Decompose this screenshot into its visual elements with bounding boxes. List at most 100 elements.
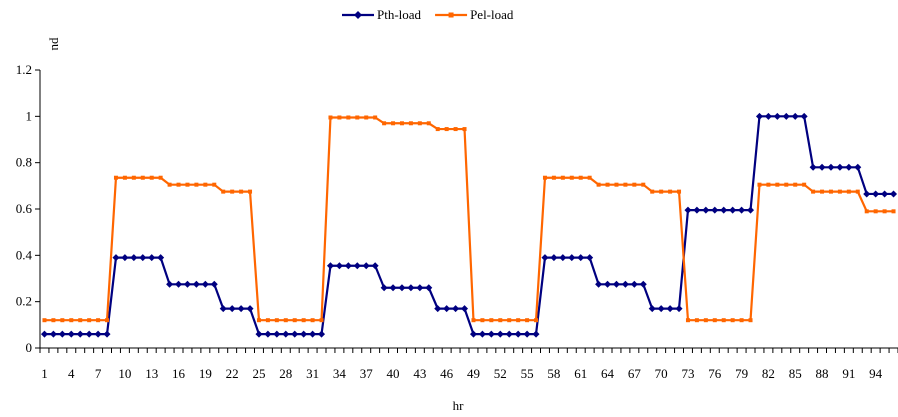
legend-marker: [354, 11, 362, 19]
data-point: [282, 330, 290, 338]
series-pth-load: [40, 112, 898, 338]
data-point: [471, 318, 476, 323]
x-tick-label: 22: [226, 366, 239, 381]
data-point: [478, 330, 486, 338]
data-point: [373, 115, 378, 120]
data-point: [551, 175, 556, 180]
data-point: [344, 262, 352, 270]
data-point: [596, 182, 601, 187]
x-tick-label: 52: [494, 366, 507, 381]
x-axis-label: hr: [453, 398, 465, 413]
data-point: [541, 254, 549, 262]
data-point: [292, 318, 297, 323]
data-point: [845, 163, 853, 171]
data-point: [337, 115, 342, 120]
data-point: [389, 284, 397, 292]
data-point: [60, 318, 65, 323]
data-point: [685, 318, 690, 323]
x-tick-label: 85: [789, 366, 802, 381]
data-point: [362, 262, 370, 270]
data-point: [140, 175, 145, 180]
series-line-pel-load: [44, 116, 894, 322]
y-tick-label: 0.2: [16, 294, 32, 309]
data-point: [462, 127, 467, 132]
x-tick-label: 10: [118, 366, 131, 381]
data-point: [94, 330, 102, 338]
x-tick-label: 64: [601, 366, 615, 381]
data-point: [407, 284, 415, 292]
data-point: [827, 163, 835, 171]
data-point: [614, 182, 619, 187]
data-point: [148, 254, 156, 262]
data-point: [890, 190, 898, 198]
data-point: [67, 330, 75, 338]
data-point: [489, 318, 494, 323]
data-point: [694, 318, 699, 323]
legend-item-pth-load: Pth-load: [342, 7, 422, 22]
data-point: [246, 305, 254, 313]
data-point: [496, 330, 504, 338]
x-tick-label: 37: [360, 366, 374, 381]
data-point: [881, 190, 889, 198]
data-point: [578, 175, 583, 180]
data-point: [507, 318, 512, 323]
data-point: [809, 163, 817, 171]
x-tick-label: 91: [842, 366, 855, 381]
data-point: [319, 318, 324, 323]
data-point: [399, 121, 404, 126]
data-point: [49, 330, 57, 338]
y-tick-label: 1.2: [16, 62, 32, 77]
y-tick-label: 0: [26, 340, 33, 355]
x-tick-label: 94: [869, 366, 883, 381]
data-point: [675, 305, 683, 313]
data-point: [784, 182, 789, 187]
data-point: [569, 175, 574, 180]
data-point: [542, 175, 547, 180]
data-point: [605, 182, 610, 187]
data-point: [69, 318, 74, 323]
data-point: [85, 330, 93, 338]
x-tick-label: 73: [681, 366, 694, 381]
data-point: [612, 280, 620, 288]
data-point: [264, 330, 272, 338]
data-point: [659, 189, 664, 194]
data-point: [757, 182, 762, 187]
data-point: [872, 190, 880, 198]
data-point: [748, 318, 753, 323]
x-tick-label: 28: [279, 366, 292, 381]
y-axis: 0 0.2 0.4 0.6 0.8 1 1.2: [16, 62, 41, 355]
data-point: [648, 305, 656, 313]
data-point: [873, 209, 878, 214]
data-point: [201, 280, 209, 288]
data-point: [444, 127, 449, 132]
data-point: [764, 112, 772, 120]
x-tick-label: 55: [521, 366, 534, 381]
data-point: [703, 318, 708, 323]
x-tick-label: 43: [413, 366, 426, 381]
data-point: [864, 209, 869, 214]
data-point: [818, 163, 826, 171]
data-point: [550, 254, 558, 262]
x-tick-label: 70: [655, 366, 668, 381]
x-tick-label: 58: [547, 366, 560, 381]
x-tick-label: 82: [762, 366, 775, 381]
data-point: [534, 318, 539, 323]
data-point: [130, 254, 138, 262]
x-tick-label: 1: [41, 366, 48, 381]
data-point: [256, 318, 261, 323]
data-point: [51, 318, 56, 323]
data-point: [668, 189, 673, 194]
data-point: [604, 280, 612, 288]
data-point: [58, 330, 66, 338]
y-tick-label: 0.8: [16, 155, 32, 170]
data-point: [203, 182, 208, 187]
data-point: [453, 127, 458, 132]
data-point: [595, 280, 603, 288]
data-point: [176, 182, 181, 187]
data-point: [380, 284, 388, 292]
data-point: [630, 280, 638, 288]
data-point: [425, 284, 433, 292]
data-point: [532, 330, 540, 338]
data-point: [791, 112, 799, 120]
data-point: [310, 318, 315, 323]
